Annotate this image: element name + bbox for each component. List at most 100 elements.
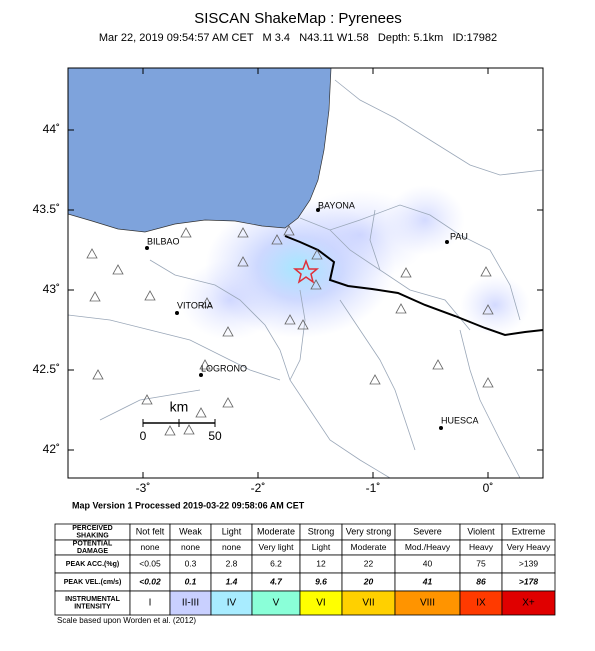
scale-unit: km — [170, 399, 189, 415]
station — [199, 359, 211, 370]
table-value: Very Heavy — [507, 542, 551, 552]
station — [271, 234, 283, 245]
subtitle: Mar 22, 2019 09:54:57 AM CET M 3.4 N43.1… — [99, 32, 497, 44]
table-value: 12 — [316, 558, 326, 568]
row-label: POTENTIAL — [73, 541, 113, 548]
table-value: I — [149, 598, 152, 609]
city-dot — [439, 426, 443, 430]
table-value: 0.1 — [185, 576, 197, 586]
river — [369, 209, 381, 271]
table-cell — [210, 590, 253, 616]
city-dot — [199, 373, 203, 377]
table-value: Not felt — [136, 526, 165, 536]
table-value: Weak — [179, 526, 202, 536]
river — [299, 204, 521, 321]
station — [310, 279, 322, 290]
processed-note: Map Version 1 Processed 2019-03-22 09:58… — [72, 500, 305, 510]
station — [482, 304, 494, 315]
station — [395, 303, 407, 314]
river — [329, 229, 471, 331]
lon-label: -1˚ — [366, 481, 381, 495]
lat-label: 44˚ — [43, 122, 60, 136]
river — [339, 299, 416, 451]
station — [482, 377, 494, 388]
river — [149, 259, 391, 478]
city-label: BAYONA — [318, 200, 355, 210]
table-value: 0.3 — [185, 558, 197, 568]
station — [86, 248, 98, 259]
table-value: VI — [316, 598, 325, 609]
table-value: none — [141, 542, 160, 552]
map-frame — [67, 67, 544, 479]
scale-label: 0 — [140, 429, 147, 443]
station — [201, 297, 213, 308]
table-value: V — [273, 598, 280, 609]
station — [284, 314, 296, 325]
table-cell — [54, 590, 131, 616]
table-value: Very light — [259, 542, 295, 552]
station — [400, 267, 412, 278]
table-cell — [501, 590, 556, 616]
station — [141, 394, 153, 405]
station — [222, 326, 234, 337]
station — [237, 227, 249, 238]
table-value: >139 — [519, 558, 538, 568]
table-value: Extreme — [512, 526, 546, 536]
table-value: none — [181, 542, 200, 552]
table-value: 1.4 — [226, 576, 238, 586]
city-dot — [445, 240, 449, 244]
intensity-area — [385, 185, 465, 255]
table-cell — [169, 590, 212, 616]
row-label: PERCEIVED — [72, 525, 112, 532]
footnote: Scale based upon Worden et al. (2012) — [57, 616, 196, 625]
table-value: Moderate — [351, 542, 387, 552]
river — [459, 329, 521, 478]
city-label: LOGRONO — [201, 363, 247, 373]
row-label: DAMAGE — [77, 548, 108, 555]
lon-label: -3˚ — [136, 481, 151, 495]
table-value: 75 — [476, 558, 486, 568]
station — [144, 290, 156, 301]
river — [289, 289, 306, 381]
table-value: Light — [312, 542, 331, 552]
river — [68, 314, 281, 381]
station — [369, 374, 381, 385]
row-label: INSTRUMENTAL — [65, 596, 120, 603]
table-value: X+ — [522, 598, 535, 609]
epicenter — [292, 258, 320, 284]
station — [480, 266, 492, 277]
station — [112, 264, 124, 275]
table-value: 86 — [476, 576, 486, 586]
title: SISCAN ShakeMap : Pyrenees — [194, 10, 402, 27]
station — [297, 319, 309, 330]
table-value: 9.6 — [315, 576, 327, 586]
table-value: Very strong — [346, 526, 392, 536]
table-value: 20 — [363, 576, 374, 586]
lat-label: 43.5˚ — [33, 202, 60, 216]
table-cell — [299, 590, 343, 616]
row-label: INTENSITY — [74, 604, 111, 611]
axes: 44˚ 43.5˚ 43˚ 42.5˚ 42˚ -3˚ -2˚ -1˚ 0˚ — [33, 68, 543, 495]
station — [311, 249, 323, 260]
station — [183, 424, 195, 435]
river — [334, 79, 543, 176]
city-label: VITORIA — [177, 300, 213, 310]
table-value: 2.8 — [226, 558, 238, 568]
table-value: Strong — [308, 526, 335, 536]
station — [237, 256, 249, 267]
table-value: Violent — [467, 526, 495, 536]
station — [283, 225, 295, 236]
table-value: VIII — [420, 598, 435, 609]
city-label: PAU — [450, 231, 468, 241]
station — [432, 359, 444, 370]
station — [92, 369, 104, 380]
table-cell — [394, 590, 461, 616]
intensity-area — [180, 260, 280, 340]
station — [180, 227, 192, 238]
lon-label: -2˚ — [251, 481, 266, 495]
table-value: 22 — [364, 558, 374, 568]
river — [99, 389, 201, 421]
table-value: Moderate — [257, 526, 295, 536]
station — [195, 407, 207, 418]
table-value: II-III — [182, 598, 199, 609]
